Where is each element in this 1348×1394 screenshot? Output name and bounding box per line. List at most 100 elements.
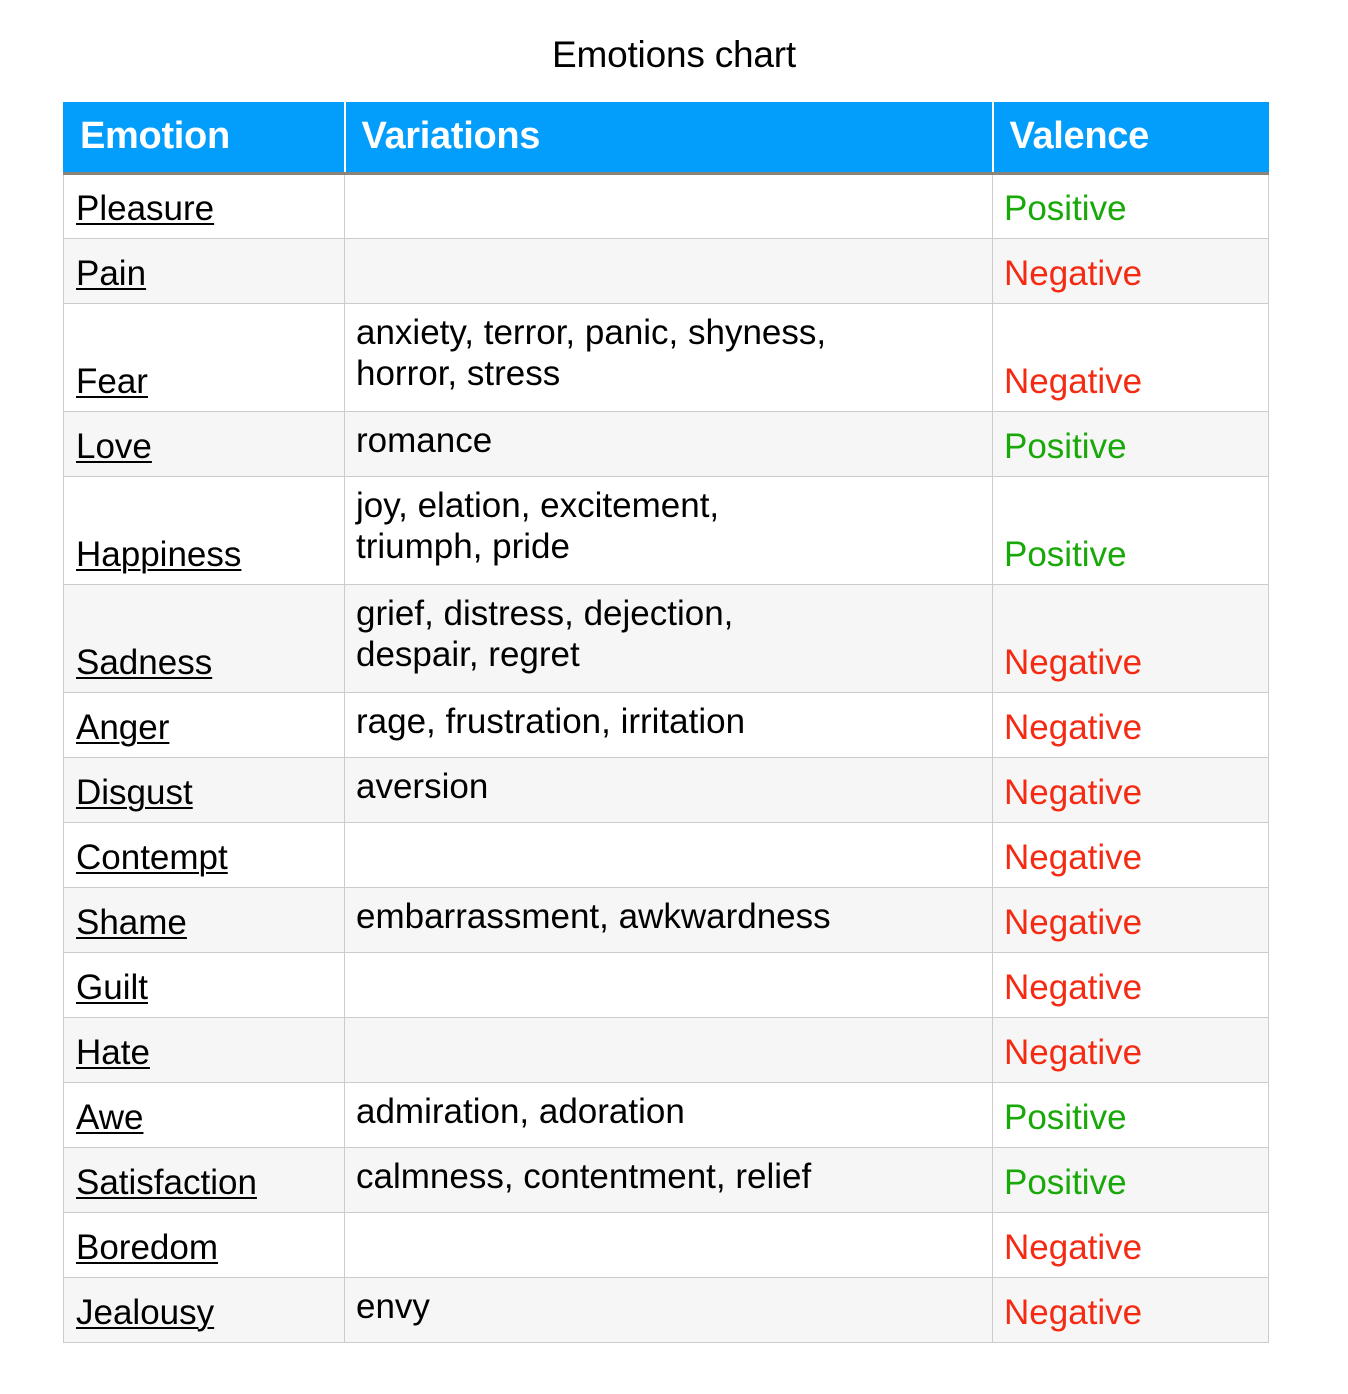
cell-variations: grief, distress, dejection, despair, reg… bbox=[344, 584, 993, 693]
emotions-table: Emotion Variations Valence Pleasure Posit… bbox=[63, 102, 1269, 1343]
cell-variations bbox=[344, 822, 993, 888]
cell-variations: aversion bbox=[344, 757, 993, 823]
emotion-link[interactable]: Awe bbox=[76, 1098, 144, 1138]
emotion-link[interactable]: Fear bbox=[76, 362, 148, 402]
valence-label: Negative bbox=[1004, 1293, 1143, 1333]
cell-emotion: Hate bbox=[63, 1017, 345, 1083]
cell-emotion: Guilt bbox=[63, 952, 345, 1018]
table-row: Hate Negative bbox=[63, 1017, 1269, 1083]
cell-variations: envy bbox=[344, 1277, 993, 1343]
emotion-link[interactable]: Guilt bbox=[76, 968, 148, 1008]
cell-variations bbox=[344, 1212, 993, 1278]
emotion-link[interactable]: Love bbox=[76, 427, 152, 467]
emotion-link[interactable]: Pain bbox=[76, 254, 147, 294]
table-row: Pain Negative bbox=[63, 238, 1269, 304]
cell-variations: calmness, contentment, relief bbox=[344, 1147, 993, 1213]
cell-valence: Positive bbox=[992, 476, 1269, 585]
cell-valence: Positive bbox=[992, 1082, 1269, 1148]
cell-variations bbox=[344, 238, 993, 304]
cell-valence: Negative bbox=[992, 1212, 1269, 1278]
cell-emotion: Pleasure bbox=[63, 173, 345, 239]
cell-valence: Negative bbox=[992, 303, 1269, 412]
cell-variations: anxiety, terror, panic, shyness, horror,… bbox=[344, 303, 993, 412]
emotion-link[interactable]: Jealousy bbox=[76, 1293, 215, 1333]
valence-label: Negative bbox=[1004, 903, 1143, 943]
table-row: Jealousy envy Negative bbox=[63, 1277, 1269, 1343]
cell-emotion: Awe bbox=[63, 1082, 345, 1148]
emotion-link[interactable]: Pleasure bbox=[76, 189, 215, 229]
cell-emotion: Satisfaction bbox=[63, 1147, 345, 1213]
table-row: Anger rage, frustration, irritation Negati… bbox=[63, 692, 1269, 758]
table-row: Fear anxiety, terror, panic, shyness, hor… bbox=[63, 303, 1269, 412]
table-row: Guilt Negative bbox=[63, 952, 1269, 1018]
cell-variations bbox=[344, 952, 993, 1018]
cell-variations: embarrassment, awkwardness bbox=[344, 887, 993, 953]
valence-label: Negative bbox=[1004, 1228, 1143, 1268]
valence-label: Negative bbox=[1004, 968, 1143, 1008]
cell-valence: Negative bbox=[992, 238, 1269, 304]
cell-variations bbox=[344, 173, 993, 239]
table-row: Shame embarrassment, awkwardness Negative bbox=[63, 887, 1269, 953]
table-row: Disgust aversion Negative bbox=[63, 757, 1269, 823]
cell-emotion: Pain bbox=[63, 238, 345, 304]
cell-valence: Negative bbox=[992, 1017, 1269, 1083]
cell-emotion: Love bbox=[63, 411, 345, 477]
table-header: Emotion Variations Valence bbox=[63, 102, 1269, 175]
cell-valence: Negative bbox=[992, 584, 1269, 693]
emotion-link[interactable]: Hate bbox=[76, 1033, 150, 1073]
valence-label: Negative bbox=[1004, 838, 1143, 878]
valence-label: Positive bbox=[1004, 1098, 1127, 1138]
column-header-valence[interactable]: Valence bbox=[991, 102, 1269, 175]
cell-valence: Negative bbox=[992, 887, 1269, 953]
cell-variations: romance bbox=[344, 411, 993, 477]
valence-label: Negative bbox=[1004, 254, 1143, 294]
emotion-link[interactable]: Shame bbox=[76, 903, 187, 943]
cell-emotion: Happiness bbox=[63, 476, 345, 585]
table-row: Boredom Negative bbox=[63, 1212, 1269, 1278]
valence-label: Negative bbox=[1004, 708, 1143, 748]
valence-label: Negative bbox=[1004, 1033, 1143, 1073]
cell-emotion: Jealousy bbox=[63, 1277, 345, 1343]
cell-variations: joy, elation, excitement, triumph, pride bbox=[344, 476, 993, 585]
cell-valence: Negative bbox=[992, 757, 1269, 823]
emotion-link[interactable]: Satisfaction bbox=[76, 1163, 257, 1203]
emotion-link[interactable]: Happiness bbox=[76, 535, 242, 575]
cell-emotion: Contempt bbox=[63, 822, 345, 888]
emotion-link[interactable]: Disgust bbox=[76, 773, 193, 813]
cell-valence: Positive bbox=[992, 411, 1269, 477]
cell-valence: Negative bbox=[992, 1277, 1269, 1343]
header-row: Emotion Variations Valence bbox=[63, 102, 1269, 175]
cell-valence: Negative bbox=[992, 822, 1269, 888]
cell-variations: rage, frustration, irritation bbox=[344, 692, 993, 758]
emotion-link[interactable]: Boredom bbox=[76, 1228, 219, 1268]
cell-valence: Negative bbox=[992, 952, 1269, 1018]
cell-emotion: Shame bbox=[63, 887, 345, 953]
valence-label: Negative bbox=[1004, 362, 1143, 402]
table-row: Sadness grief, distress, dejection, despa… bbox=[63, 584, 1269, 693]
cell-valence: Negative bbox=[992, 692, 1269, 758]
valence-label: Positive bbox=[1004, 189, 1127, 229]
valence-label: Positive bbox=[1004, 1163, 1127, 1203]
table-row: Love romance Positive bbox=[63, 411, 1269, 477]
table-row: Contempt Negative bbox=[63, 822, 1269, 888]
emotion-link[interactable]: Contempt bbox=[76, 838, 228, 878]
cell-variations: admiration, adoration bbox=[344, 1082, 993, 1148]
emotion-link[interactable]: Sadness bbox=[76, 643, 213, 683]
cell-emotion: Sadness bbox=[63, 584, 345, 693]
column-header-emotion[interactable]: Emotion bbox=[63, 102, 345, 175]
table-container: Emotion Variations Valence Pleasure Posit… bbox=[0, 102, 1348, 1343]
emotion-link[interactable]: Anger bbox=[76, 708, 170, 748]
valence-label: Positive bbox=[1004, 535, 1127, 575]
cell-emotion: Anger bbox=[63, 692, 345, 758]
page-title: Emotions chart bbox=[552, 34, 796, 75]
column-header-variations[interactable]: Variations bbox=[343, 102, 993, 175]
table-body: Pleasure Positive Pain Negative Fear anxiety,… bbox=[63, 173, 1269, 1343]
table-row: Pleasure Positive bbox=[63, 173, 1269, 239]
table-row: Happiness joy, elation, excitement, trium… bbox=[63, 476, 1269, 585]
valence-label: Negative bbox=[1004, 773, 1143, 813]
cell-emotion: Fear bbox=[63, 303, 345, 412]
cell-valence: Positive bbox=[992, 1147, 1269, 1213]
cell-emotion: Disgust bbox=[63, 757, 345, 823]
valence-label: Positive bbox=[1004, 427, 1127, 467]
